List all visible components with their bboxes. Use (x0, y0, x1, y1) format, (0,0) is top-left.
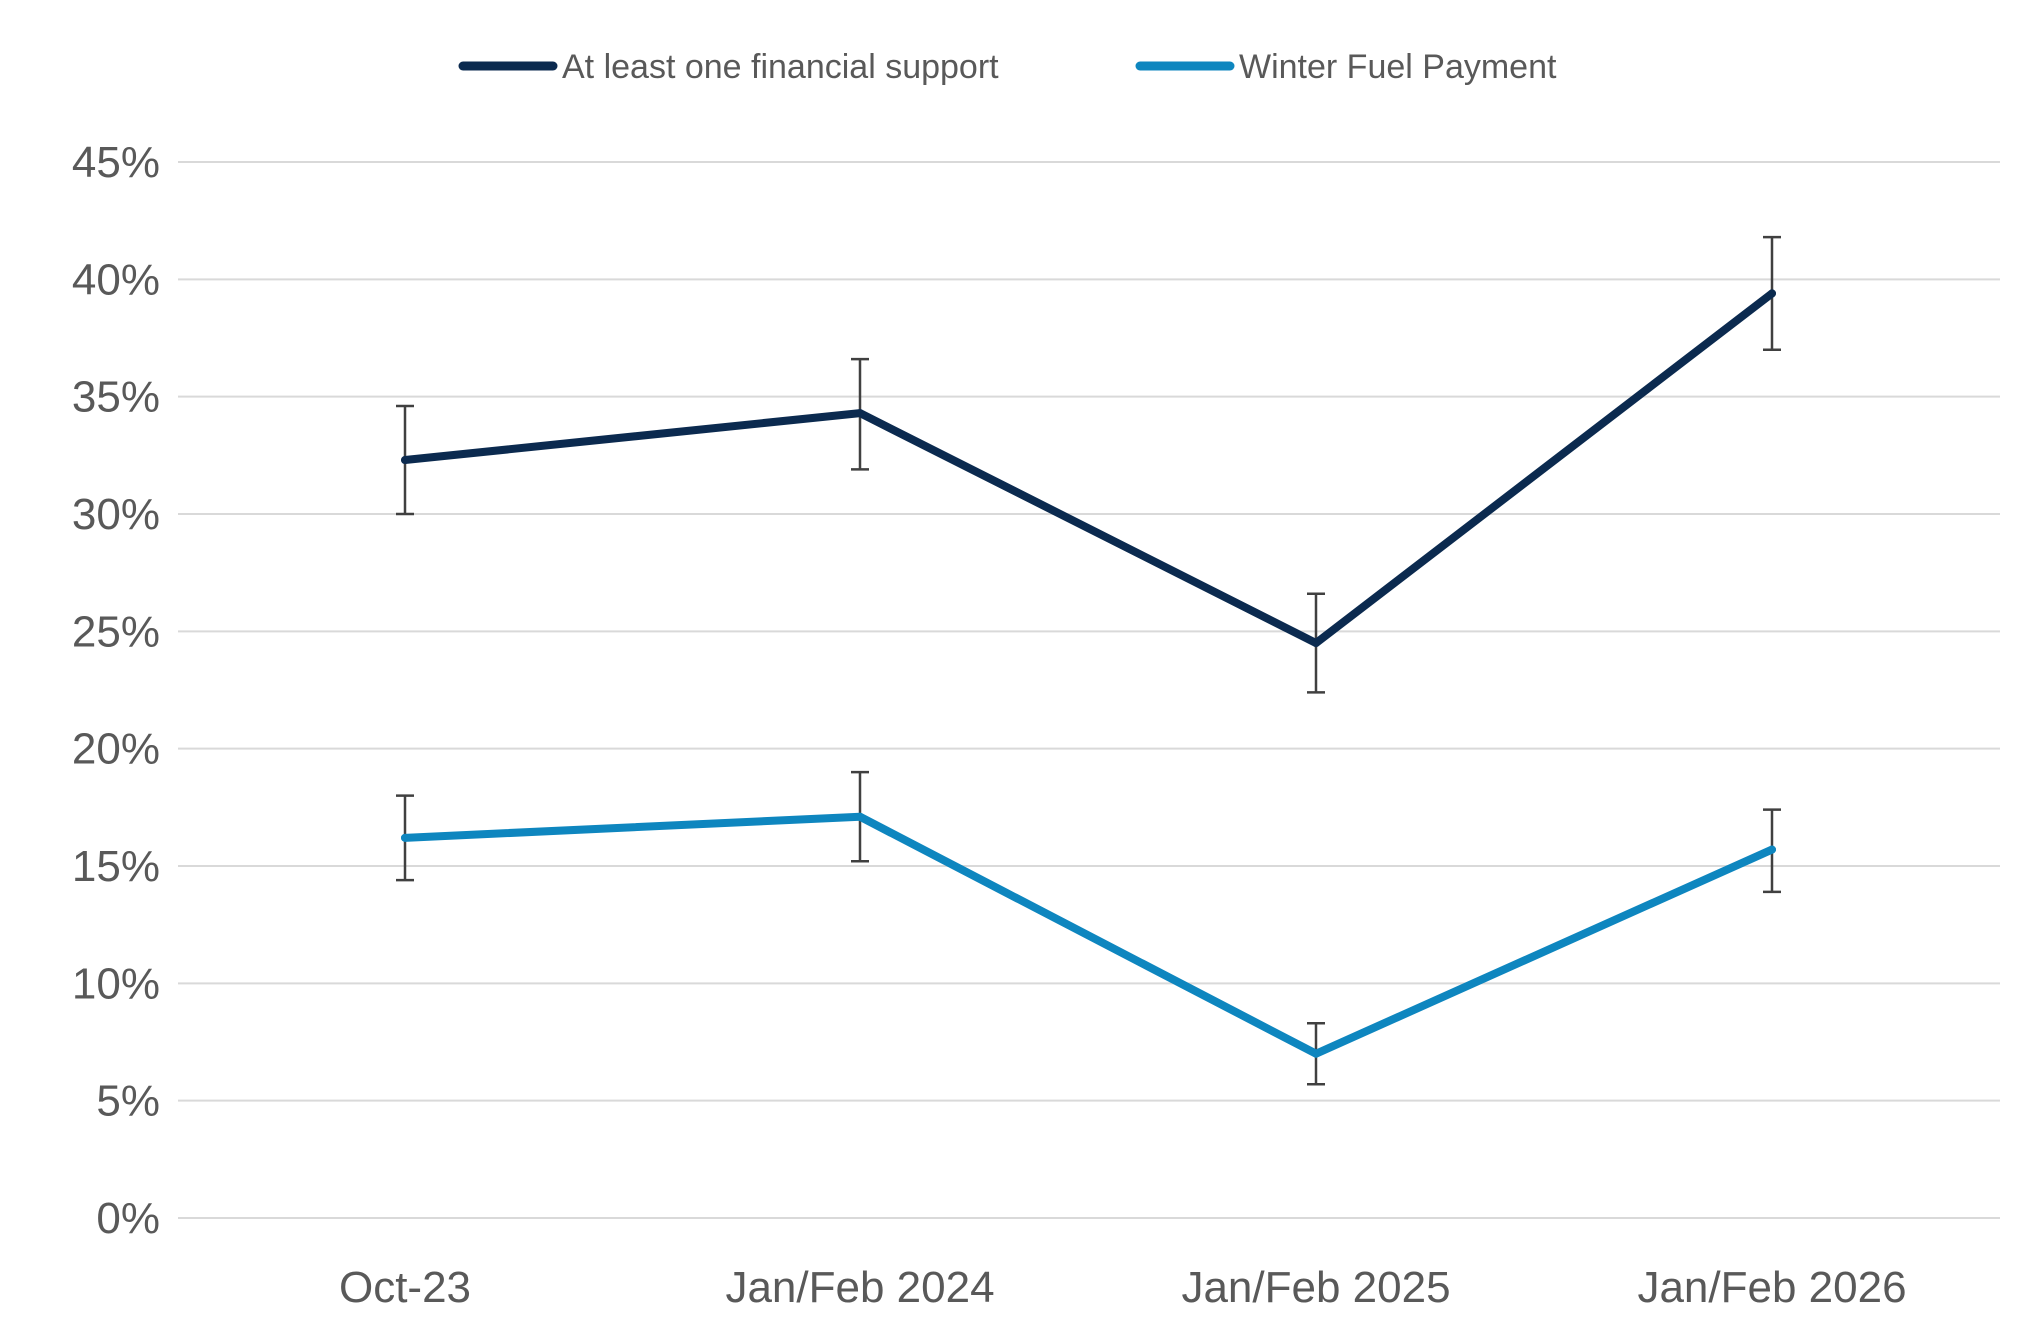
y-tick-label: 5% (96, 1077, 160, 1126)
y-tick-label: 40% (72, 255, 160, 304)
x-tick-label: Jan/Feb 2025 (1181, 1263, 1450, 1312)
y-tick-label: 20% (72, 725, 160, 774)
y-tick-label: 45% (72, 138, 160, 187)
x-tick-label: Jan/Feb 2026 (1637, 1263, 1906, 1312)
data-point (1768, 845, 1776, 854)
x-tick-label: Oct-23 (339, 1263, 471, 1312)
data-point (856, 812, 864, 821)
y-axis: 0% 5% 10% 15% 20% 25% 30% 35% 40% 45% (72, 138, 160, 1243)
y-tick-label: 25% (72, 607, 160, 656)
x-axis: Oct-23 Jan/Feb 2024 Jan/Feb 2025 Jan/Feb 20… (339, 1263, 1907, 1312)
data-point (401, 456, 409, 465)
legend-item: Winter Fuel Payment (1135, 48, 1557, 86)
legend-item: At least one financial support (458, 48, 999, 86)
series-layer (396, 235, 1781, 1086)
y-tick-label: 30% (72, 490, 160, 539)
series-line (401, 289, 1776, 648)
y-tick-label: 10% (72, 959, 160, 1008)
data-point (1312, 1049, 1320, 1058)
series-2 (396, 770, 1781, 1086)
y-tick-label: 0% (96, 1194, 160, 1243)
legend: At least one financial support Winter Fue… (458, 48, 1557, 86)
series-1 (396, 235, 1781, 694)
y-tick-label: 35% (72, 373, 160, 422)
data-point (1312, 639, 1320, 648)
data-point (856, 409, 864, 418)
legend-label: Winter Fuel Payment (1239, 48, 1557, 86)
gridlines (178, 161, 2000, 1219)
x-tick-label: Jan/Feb 2024 (725, 1263, 994, 1312)
series-line (401, 812, 1776, 1058)
data-point (401, 833, 409, 842)
legend-label: At least one financial support (562, 48, 999, 86)
y-tick-label: 15% (72, 842, 160, 891)
data-point (1768, 289, 1776, 298)
